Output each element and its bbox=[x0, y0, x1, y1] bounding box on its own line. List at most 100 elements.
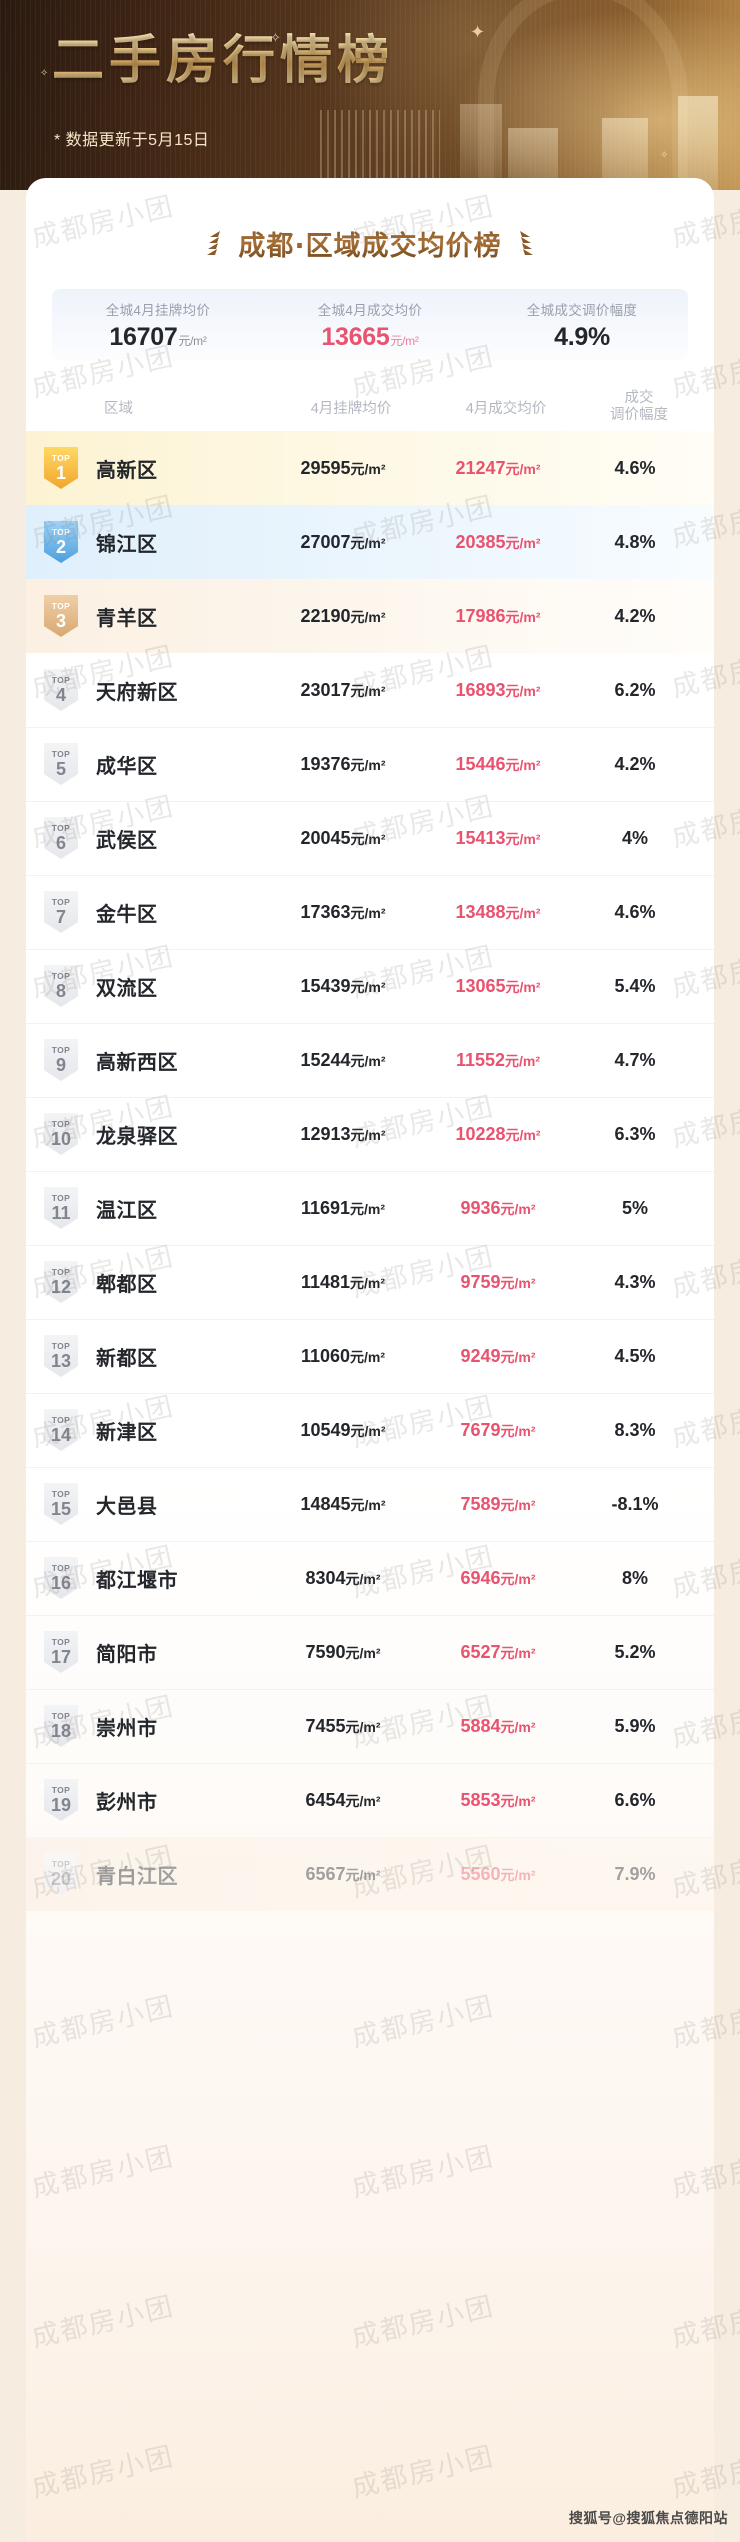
table-row[interactable]: TOP 9 高新西区 15244元/m² 11552元/m² 4.7% bbox=[26, 1023, 714, 1097]
row-adjust-rate: 5.2% bbox=[614, 1641, 656, 1662]
summary-stat-label: 全城4月挂牌均价 bbox=[105, 302, 211, 318]
row-deal-unit: 元/m² bbox=[505, 904, 541, 921]
rank-badge: TOP 13 bbox=[44, 1335, 78, 1377]
row-deal-price: 6527元/m² bbox=[460, 1641, 536, 1662]
table-row[interactable]: TOP 3 青羊区 22190元/m² 17986元/m² 4.2% bbox=[26, 579, 714, 653]
row-listing-price: 7590元/m² bbox=[305, 1641, 381, 1662]
row-deal-price: 6946元/m² bbox=[460, 1567, 536, 1588]
table-row[interactable]: TOP 6 武侯区 20045元/m² 15413元/m² 4% bbox=[26, 801, 714, 875]
rank-badge-number: 10 bbox=[50, 1129, 72, 1150]
summary-stat: 全城4月挂牌均价 16707元/m² bbox=[52, 299, 264, 352]
rank-badge-number: 5 bbox=[55, 759, 66, 780]
row-adjust-rate: 7.9% bbox=[614, 1863, 656, 1884]
summary-stats: 全城4月挂牌均价 16707元/m² 全城4月成交均价 13665元/m² 全城… bbox=[52, 289, 688, 361]
row-adjust-rate: 4.2% bbox=[614, 753, 656, 774]
banner-subtitle: * 数据更新于5月15日 bbox=[54, 132, 210, 149]
row-deal-unit: 元/m² bbox=[500, 1644, 536, 1661]
row-listing-unit: 元/m² bbox=[350, 1348, 386, 1365]
rank-badge-prefix: TOP bbox=[51, 1192, 71, 1203]
rank-badge-prefix: TOP bbox=[51, 1414, 71, 1425]
row-listing-price: 11060元/m² bbox=[300, 1345, 386, 1366]
rank-badge-prefix: TOP bbox=[51, 1044, 71, 1055]
row-deal-unit: 元/m² bbox=[505, 756, 541, 773]
table-row[interactable]: TOP 1 高新区 29595元/m² 21247元/m² 4.6% bbox=[26, 431, 714, 505]
table-row[interactable]: TOP 15 大邑县 14845元/m² 7589元/m² -8.1% bbox=[26, 1467, 714, 1541]
row-deal-unit: 元/m² bbox=[500, 1570, 536, 1587]
row-listing-price: 11481元/m² bbox=[300, 1271, 386, 1292]
table-row[interactable]: TOP 8 双流区 15439元/m² 13065元/m² 5.4% bbox=[26, 949, 714, 1023]
table-row[interactable]: TOP 10 龙泉驿区 12913元/m² 10228元/m² 6.3% bbox=[26, 1097, 714, 1171]
table-row[interactable]: TOP 14 新津区 10549元/m² 7679元/m² 8.3% bbox=[26, 1393, 714, 1467]
row-area-name: 新都区 bbox=[96, 1347, 158, 1370]
rank-badge-prefix: TOP bbox=[51, 822, 71, 833]
table-row[interactable]: TOP 7 金牛区 17363元/m² 13488元/m² 4.6% bbox=[26, 875, 714, 949]
row-listing-price: 23017元/m² bbox=[300, 679, 386, 700]
sparkle-icon: ✦ bbox=[470, 22, 486, 42]
sparkle-icon: ✧ bbox=[270, 30, 281, 46]
row-area-name: 天府新区 bbox=[96, 681, 178, 704]
rank-badge-number: 7 bbox=[55, 907, 66, 928]
table-row[interactable]: TOP 2 锦江区 27007元/m² 20385元/m² 4.8% bbox=[26, 505, 714, 579]
table-row[interactable]: TOP 18 崇州市 7455元/m² 5884元/m² 5.9% bbox=[26, 1689, 714, 1763]
rank-badge-prefix: TOP bbox=[51, 1562, 71, 1573]
row-listing-unit: 元/m² bbox=[350, 756, 386, 773]
row-adjust-rate: 4.2% bbox=[614, 605, 656, 626]
table-row[interactable]: TOP 17 简阳市 7590元/m² 6527元/m² 5.2% bbox=[26, 1615, 714, 1689]
rank-badge-prefix: TOP bbox=[51, 1488, 71, 1499]
summary-stat-unit: 元/m² bbox=[390, 333, 419, 348]
row-deal-price: 21247元/m² bbox=[455, 457, 541, 478]
row-listing-price: 6567元/m² bbox=[305, 1863, 381, 1884]
rank-badge-prefix: TOP bbox=[51, 1340, 71, 1351]
rank-badge: TOP 20 bbox=[44, 1853, 78, 1895]
row-adjust-rate: 4% bbox=[621, 827, 648, 848]
rank-badge-prefix: TOP bbox=[51, 600, 71, 611]
row-deal-price: 11552元/m² bbox=[455, 1049, 541, 1070]
row-listing-price: 6454元/m² bbox=[305, 1789, 381, 1810]
table-header-adjust-line1: 成交 bbox=[624, 389, 654, 406]
table-row[interactable]: TOP 20 青白江区 6567元/m² 5560元/m² 7.9% bbox=[26, 1837, 714, 1911]
table-row[interactable]: TOP 13 新都区 11060元/m² 9249元/m² 4.5% bbox=[26, 1319, 714, 1393]
table-row[interactable]: TOP 5 成华区 19376元/m² 15446元/m² 4.2% bbox=[26, 727, 714, 801]
row-adjust-rate: 4.5% bbox=[614, 1345, 656, 1366]
rank-badge: TOP 2 bbox=[44, 521, 78, 563]
row-deal-price: 5560元/m² bbox=[460, 1863, 536, 1884]
rank-badge-prefix: TOP bbox=[51, 1118, 71, 1129]
row-area-name: 温江区 bbox=[96, 1199, 158, 1222]
row-listing-unit: 元/m² bbox=[350, 534, 386, 551]
summary-stat-label: 全城4月成交均价 bbox=[317, 302, 423, 318]
building-decoration-1 bbox=[460, 104, 502, 190]
footer-watermark: 搜狐号@搜狐焦点德阳站 bbox=[568, 2510, 728, 2526]
rank-badge-number: 13 bbox=[50, 1351, 72, 1372]
row-adjust-rate: 4.6% bbox=[614, 457, 656, 478]
table-header-adjust-line2: 调价幅度 bbox=[610, 407, 668, 423]
row-listing-unit: 元/m² bbox=[350, 1496, 386, 1513]
row-listing-unit: 元/m² bbox=[345, 1570, 381, 1587]
row-deal-price: 15413元/m² bbox=[455, 827, 541, 848]
summary-stat: 全城成交调价幅度 4.9% bbox=[476, 299, 688, 352]
rank-badge: TOP 12 bbox=[44, 1261, 78, 1303]
row-listing-price: 10549元/m² bbox=[300, 1419, 386, 1440]
rank-badge-number: 4 bbox=[55, 685, 66, 706]
table-row[interactable]: TOP 19 彭州市 6454元/m² 5853元/m² 6.6% bbox=[26, 1763, 714, 1837]
row-adjust-rate: -8.1% bbox=[611, 1493, 659, 1514]
rank-badge-number: 20 bbox=[50, 1869, 72, 1890]
row-deal-unit: 元/m² bbox=[505, 534, 541, 551]
row-adjust-rate: 6.3% bbox=[614, 1123, 656, 1144]
row-listing-price: 22190元/m² bbox=[300, 605, 386, 626]
table-row[interactable]: TOP 11 温江区 11691元/m² 9936元/m² 5% bbox=[26, 1171, 714, 1245]
rank-badge-number: 6 bbox=[55, 833, 66, 854]
row-listing-unit: 元/m² bbox=[350, 830, 386, 847]
row-deal-price: 5884元/m² bbox=[460, 1715, 536, 1736]
table-row[interactable]: TOP 12 郫都区 11481元/m² 9759元/m² 4.3% bbox=[26, 1245, 714, 1319]
card-title: 成都·区域成交均价榜 bbox=[238, 224, 501, 263]
sparkle-icon: ✧ bbox=[40, 68, 49, 79]
row-listing-price: 27007元/m² bbox=[300, 531, 386, 552]
row-adjust-rate: 5.4% bbox=[614, 975, 656, 996]
row-listing-price: 7455元/m² bbox=[305, 1715, 381, 1736]
table-row[interactable]: TOP 4 天府新区 23017元/m² 16893元/m² 6.2% bbox=[26, 653, 714, 727]
table-row[interactable]: TOP 16 都江堰市 8304元/m² 6946元/m² 8% bbox=[26, 1541, 714, 1615]
table-header-adjust-rate: 成交 调价幅度 bbox=[582, 390, 696, 424]
row-adjust-rate: 4.7% bbox=[614, 1049, 656, 1070]
row-listing-price: 15244元/m² bbox=[300, 1049, 386, 1070]
row-listing-unit: 元/m² bbox=[350, 1422, 386, 1439]
